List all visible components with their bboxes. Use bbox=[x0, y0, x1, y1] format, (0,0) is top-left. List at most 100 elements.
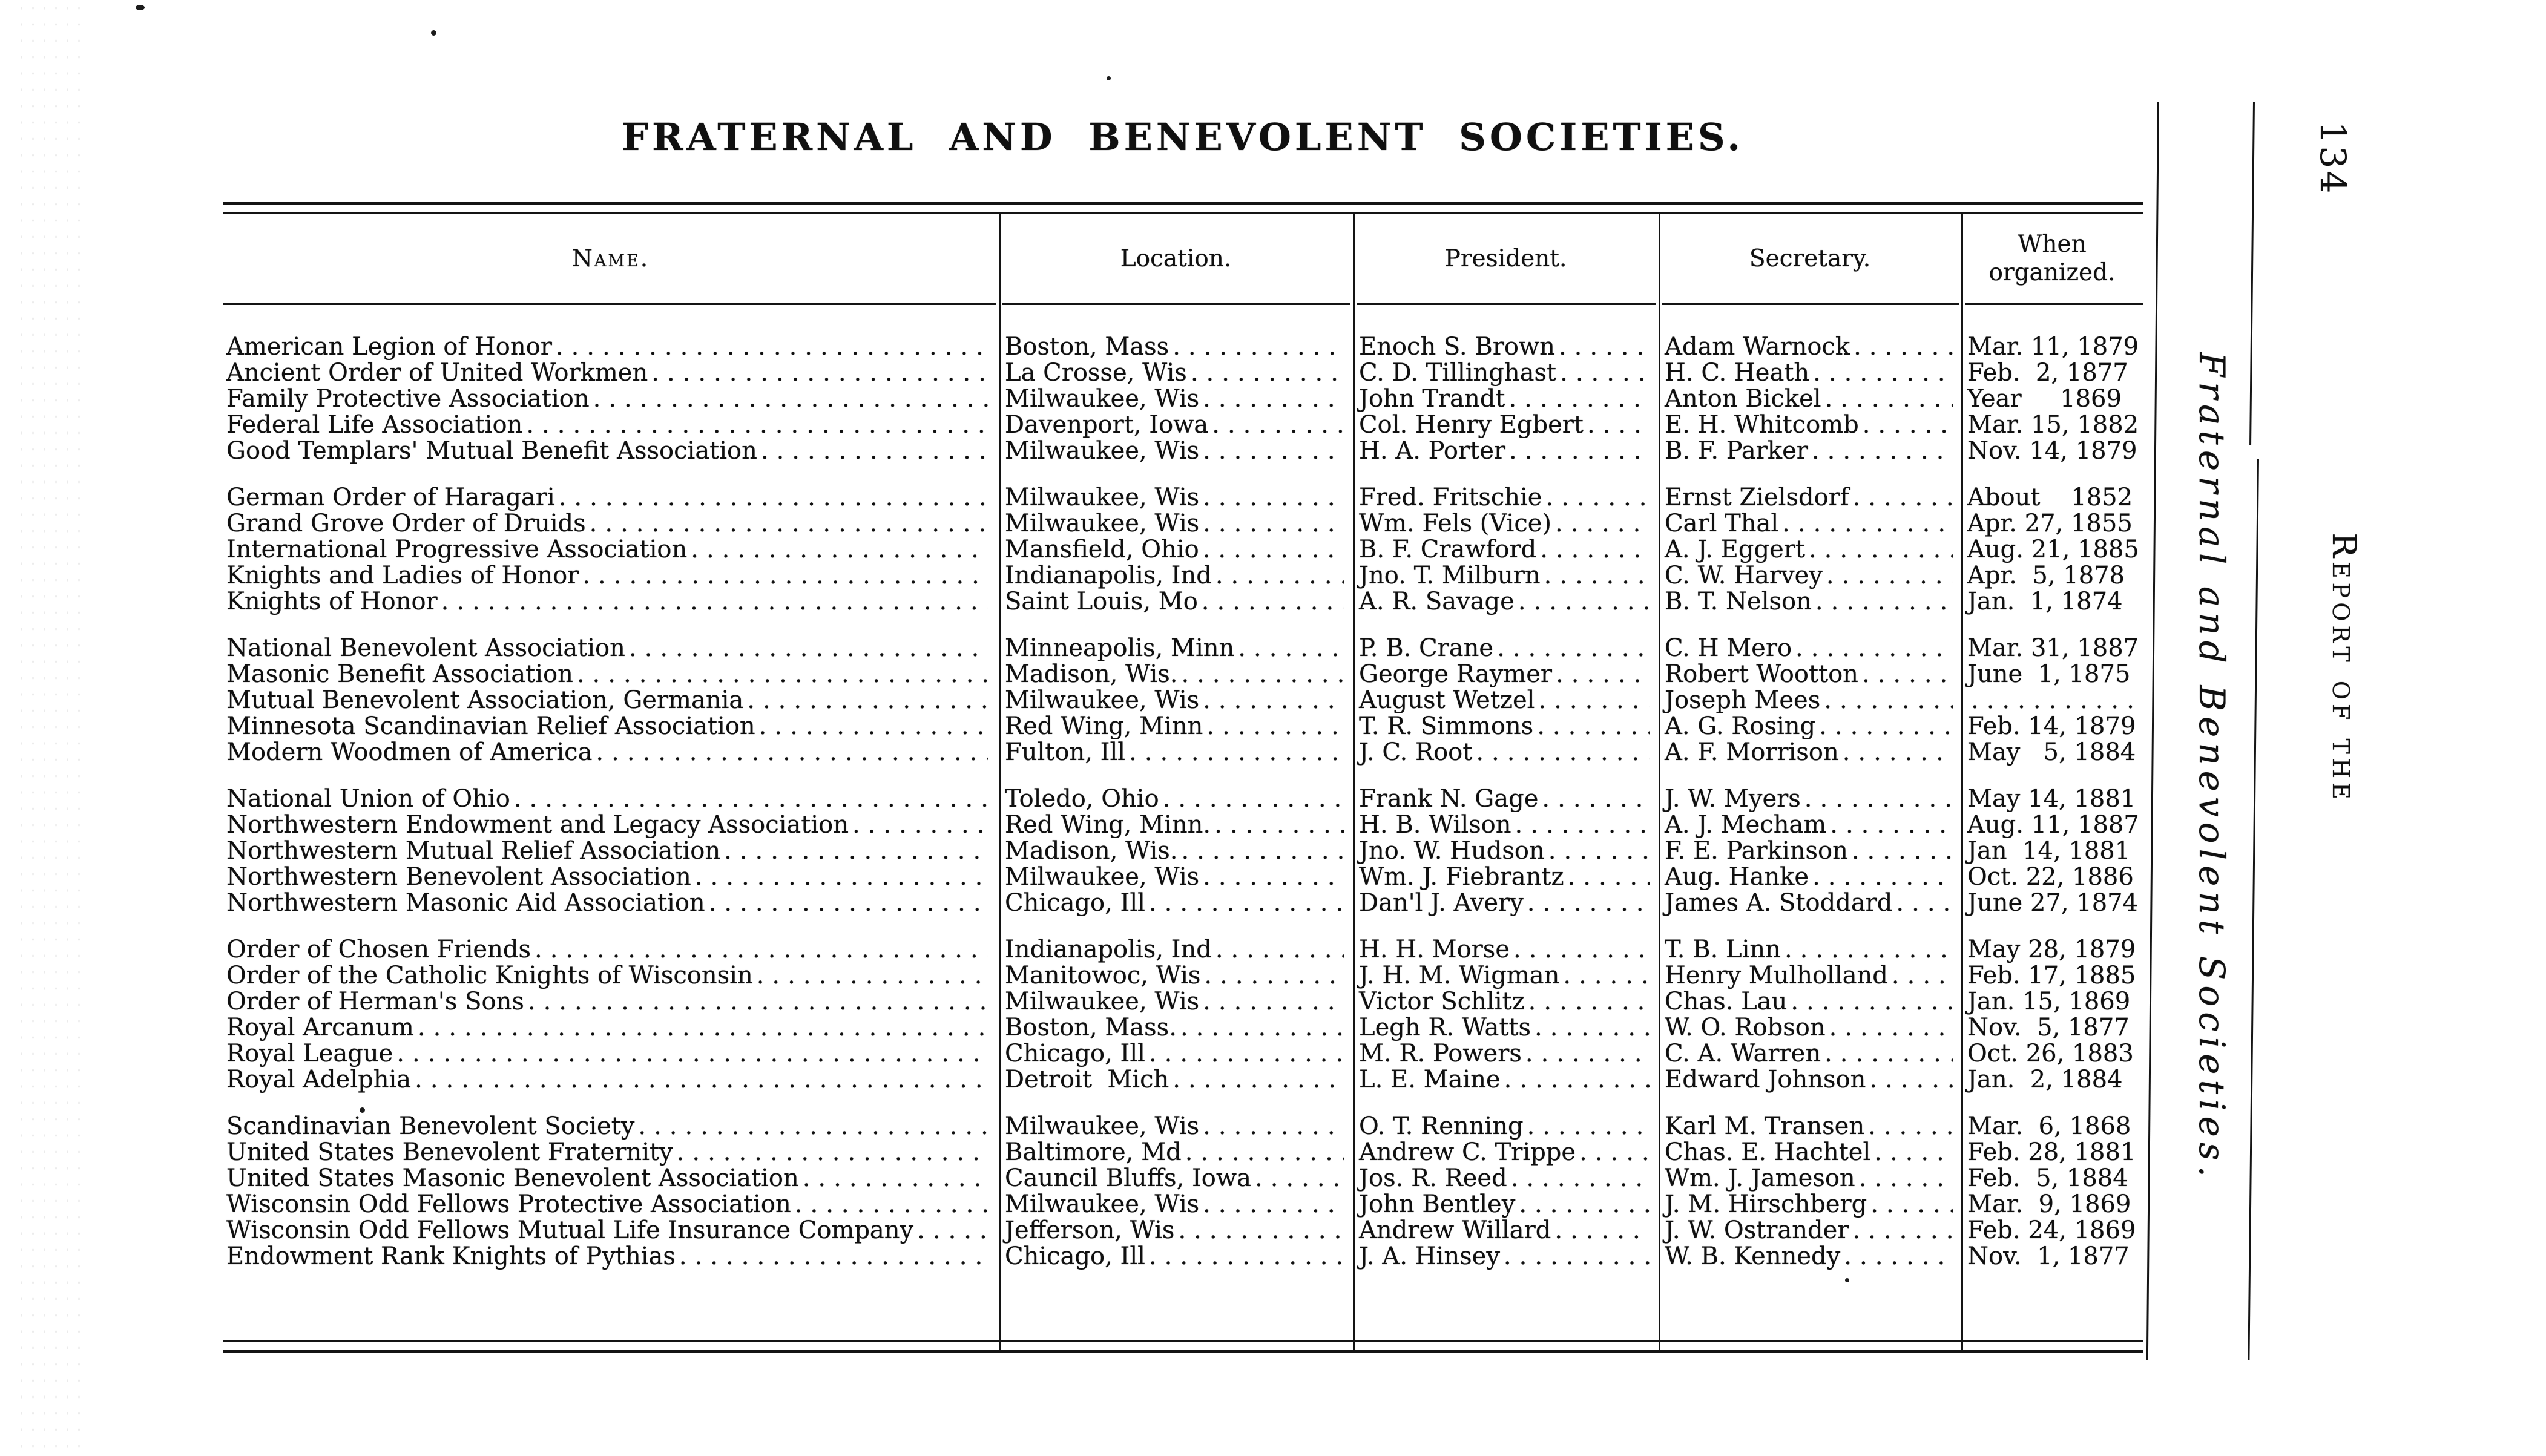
society-name: Mutual Benevolent Association, Germania bbox=[226, 687, 744, 713]
table-row: Ancient Order of United Workmen La Cross… bbox=[223, 360, 2143, 386]
name-cell: Masonic Benefit Association bbox=[223, 661, 999, 687]
secretary-cell: A. F. Morrison bbox=[1659, 739, 1961, 766]
name-cell: International Progressive Association bbox=[223, 537, 999, 563]
location-value: Manitowoc, Wis bbox=[1005, 963, 1201, 989]
location-value: Chicago, Ill bbox=[1005, 890, 1145, 916]
table-row: Wisconsin Odd Fellows Protective Associa… bbox=[223, 1192, 2143, 1218]
president-cell: Victor Schlitz bbox=[1353, 989, 1659, 1015]
organized-value: Feb. 28, 1881 bbox=[1967, 1140, 2136, 1166]
president-value: Jno. W. Hudson bbox=[1359, 838, 1545, 864]
dot-leader bbox=[590, 511, 988, 537]
dot-leader bbox=[1896, 890, 1953, 916]
secretary-cell: Robert Wootton bbox=[1659, 661, 1961, 687]
dot-leader bbox=[1528, 989, 1650, 1015]
society-name: Northwestern Benevolent Association bbox=[226, 864, 691, 890]
dot-leader bbox=[514, 786, 988, 812]
society-name: Good Templars' Mutual Benefit Associatio… bbox=[226, 438, 757, 464]
secretary-cell: C. W. Harvey bbox=[1659, 563, 1961, 589]
society-name: Wisconsin Odd Fellows Mutual Life Insura… bbox=[226, 1218, 914, 1244]
dot-leader bbox=[917, 1218, 988, 1244]
name-cell: Grand Grove Order of Druids bbox=[223, 511, 999, 537]
dot-leader bbox=[1542, 786, 1650, 812]
society-name: Federal Life Association bbox=[226, 412, 523, 438]
table-row: Knights and Ladies of Honor Indianapolis… bbox=[223, 563, 2143, 589]
president-cell: Frank N. Gage bbox=[1353, 786, 1659, 812]
dot-leader bbox=[724, 838, 988, 864]
organized-cell: May 14, 1881 bbox=[1961, 786, 2143, 812]
society-name: Northwestern Masonic Aid Association bbox=[226, 890, 705, 916]
organized-cell: Feb. 17, 1885 bbox=[1961, 963, 2143, 989]
society-name: Knights of Honor bbox=[226, 589, 438, 615]
president-cell: Legh R. Watts bbox=[1353, 1015, 1659, 1041]
secretary-cell: A. G. Rosing bbox=[1659, 713, 1961, 739]
dot-leader bbox=[526, 412, 988, 438]
secretary-cell: Adam Warnock bbox=[1659, 334, 1961, 360]
president-cell: M. R. Powers bbox=[1353, 1041, 1659, 1067]
dot-leader bbox=[441, 589, 988, 615]
table-row: German Order of Haragari Milwaukee, Wis … bbox=[223, 485, 2143, 511]
page-number: 134 bbox=[2312, 121, 2354, 196]
row-group: American Legion of Honor Boston, Mass En… bbox=[223, 334, 2143, 464]
president-cell: Jno. W. Hudson bbox=[1353, 838, 1659, 864]
location-value: Milwaukee, Wis bbox=[1005, 1113, 1200, 1140]
president-cell: Jos. R. Reed bbox=[1353, 1166, 1659, 1192]
scan-noise-strip bbox=[16, 0, 85, 1456]
dot-leader bbox=[679, 1244, 988, 1270]
organized-cell: Feb. 24, 1869 bbox=[1961, 1218, 2143, 1244]
location-cell: Milwaukee, Wis bbox=[999, 687, 1353, 713]
organized-value: May 28, 1879 bbox=[1967, 937, 2136, 963]
secretary-cell: A. J. Mecham bbox=[1659, 812, 1961, 838]
location-cell: Minneapolis, Minn bbox=[999, 635, 1353, 661]
location-value: Chicago, Ill bbox=[1005, 1041, 1145, 1067]
dot-leader bbox=[1852, 1218, 1953, 1244]
president-value: P. B. Crane bbox=[1359, 635, 1494, 661]
organized-cell: Mar. 9, 1869 bbox=[1961, 1192, 2143, 1218]
location-cell: Baltimore, Md bbox=[999, 1140, 1353, 1166]
president-value: Wm. J. Fiebrantz bbox=[1359, 864, 1564, 890]
ink-speck bbox=[360, 1107, 365, 1113]
organized-cell: Jan. 1, 1874 bbox=[1961, 589, 2143, 615]
dot-leader bbox=[1202, 589, 1344, 615]
location-value: Baltimore, Md bbox=[1005, 1140, 1182, 1166]
secretary-value: Anton Bickel bbox=[1665, 386, 1821, 412]
dot-leader bbox=[1515, 812, 1650, 838]
dot-leader bbox=[747, 687, 988, 713]
dot-leader bbox=[1544, 563, 1650, 589]
secretary-cell: C. H Mero bbox=[1659, 635, 1961, 661]
society-name: Northwestern Mutual Relief Association bbox=[226, 838, 721, 864]
dot-leader bbox=[1204, 963, 1344, 989]
secretary-value: Chas. Lau bbox=[1665, 989, 1788, 1015]
dot-leader bbox=[1555, 511, 1650, 537]
dot-leader bbox=[1238, 635, 1344, 661]
location-value: La Crosse, Wis bbox=[1005, 360, 1187, 386]
location-cell: Chicago, Ill bbox=[999, 1244, 1353, 1270]
president-cell: J. A. Hinsey bbox=[1353, 1244, 1659, 1270]
organized-value: Apr. 5, 1878 bbox=[1967, 563, 2125, 589]
name-cell: Knights and Ladies of Honor bbox=[223, 563, 999, 589]
dot-leader bbox=[803, 1166, 988, 1192]
column-separator bbox=[999, 214, 1001, 1351]
location-cell: Indianapolis, Ind bbox=[999, 563, 1353, 589]
location-value: Milwaukee, Wis bbox=[1005, 864, 1200, 890]
society-name: Knights and Ladies of Honor bbox=[226, 563, 579, 589]
table-row: Modern Woodmen of America Fulton, Ill J.… bbox=[223, 739, 2143, 766]
secretary-cell: F. E. Parkinson bbox=[1659, 838, 1961, 864]
president-cell: J. H. M. Wigman bbox=[1353, 963, 1659, 989]
header-underline bbox=[1357, 303, 1656, 305]
society-name: Order of the Catholic Knights of Wiscons… bbox=[226, 963, 753, 989]
location-cell: Milwaukee, Wis bbox=[999, 485, 1353, 511]
dot-leader bbox=[1180, 1015, 1344, 1041]
table-row: Northwestern Benevolent Association Milw… bbox=[223, 864, 2143, 890]
president-value: Andrew Willard bbox=[1359, 1218, 1551, 1244]
president-value: J. A. Hinsey bbox=[1359, 1244, 1500, 1270]
margin-rule-outer bbox=[2248, 458, 2259, 1360]
secretary-cell: W. B. Kennedy bbox=[1659, 1244, 1961, 1270]
table-row: Royal Arcanum Boston, Mass. Legh R. Watt… bbox=[223, 1015, 2143, 1041]
name-cell: Royal League bbox=[223, 1041, 999, 1067]
secretary-cell: Aug. Hanke bbox=[1659, 864, 1961, 890]
society-name: German Order of Haragari bbox=[226, 485, 555, 511]
president-value: C. D. Tillinghast bbox=[1359, 360, 1557, 386]
secretary-cell: Henry Mulholland bbox=[1659, 963, 1961, 989]
ink-speck bbox=[136, 5, 145, 10]
president-value: John Bentley bbox=[1359, 1192, 1516, 1218]
